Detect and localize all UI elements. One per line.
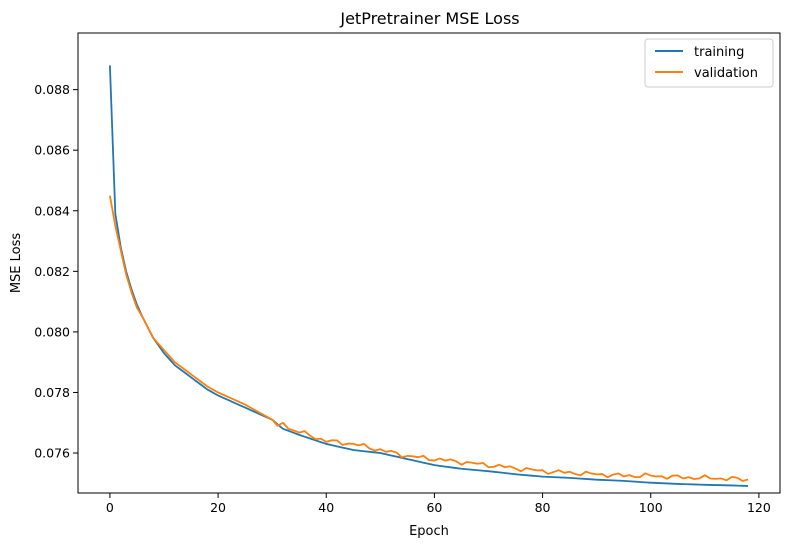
plot-frame — [77, 32, 781, 494]
x-tick-label: 40 — [318, 500, 334, 515]
x-tick-label: 20 — [210, 500, 226, 515]
plot-area — [78, 33, 780, 493]
series-line-validation — [109, 195, 749, 482]
series-lines — [109, 65, 749, 487]
x-tick-label: 0 — [106, 500, 114, 515]
x-tick-label: 80 — [535, 500, 551, 515]
x-tick-label: 100 — [639, 500, 663, 515]
x-axis-label: Epoch — [409, 524, 449, 539]
x-tick-label: 120 — [747, 500, 771, 515]
x-tick-label: 60 — [426, 500, 442, 515]
y-axis-label: MSE Loss — [9, 233, 24, 294]
y-tick-label: 0.086 — [34, 143, 70, 158]
series-line-training — [109, 65, 749, 487]
plot-background — [78, 33, 780, 493]
legend-label-validation: validation — [694, 66, 758, 81]
y-tick-label: 0.076 — [34, 446, 70, 461]
x-axis: 0 20 40 60 80 100 120 — [106, 493, 771, 515]
legend-label-training: training — [694, 45, 744, 60]
y-tick-label: 0.082 — [34, 264, 70, 279]
chart-title: JetPretrainer MSE Loss — [339, 9, 519, 28]
y-axis: 0.076 0.078 0.080 0.082 0.084 0.086 0.088 — [34, 82, 78, 461]
legend: training validation — [644, 38, 774, 88]
y-tick-label: 0.088 — [34, 82, 70, 97]
y-tick-label: 0.080 — [34, 324, 70, 339]
y-tick-label: 0.084 — [34, 203, 70, 218]
y-tick-label: 0.078 — [34, 385, 70, 400]
